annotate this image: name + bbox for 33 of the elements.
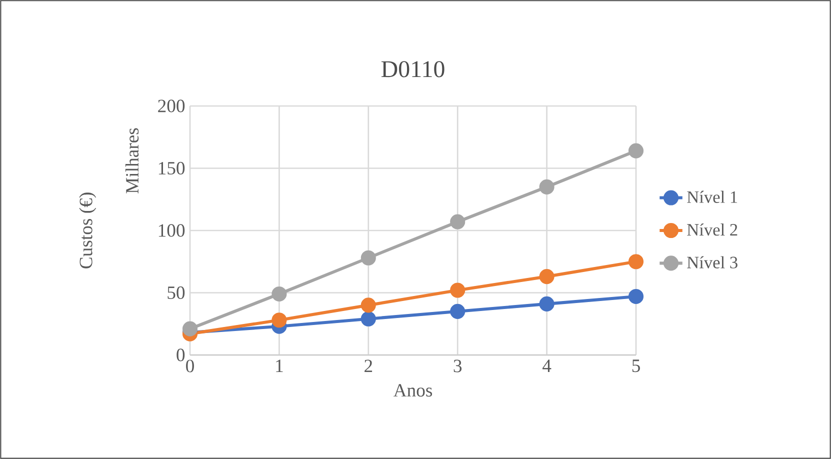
legend-label: Nível 2 (687, 223, 738, 236)
point (360, 250, 376, 266)
x-tick-label: 0 (186, 360, 194, 372)
point (539, 296, 554, 312)
point (450, 282, 466, 298)
legend-label: Nível 1 (687, 190, 738, 203)
x-axis-title: Anos (393, 384, 432, 397)
point (360, 311, 376, 326)
x-tick-label: 5 (632, 360, 640, 372)
point (539, 269, 554, 284)
point (182, 321, 198, 336)
y-tick-label: 150 (158, 162, 185, 175)
point (628, 288, 644, 304)
x-tick-label: 4 (542, 360, 552, 372)
x-tick-label: 2 (364, 360, 372, 372)
point (539, 179, 554, 194)
y-tick-label: 100 (158, 224, 185, 237)
point (272, 286, 287, 302)
x-tick-label: 3 (454, 360, 462, 372)
y-tick-label: 0 (176, 348, 185, 362)
x-tick-label: 1 (276, 360, 283, 372)
chart-title: D0110 (381, 61, 444, 78)
point (272, 312, 287, 328)
point (450, 304, 466, 319)
y-tick-label: 50 (168, 286, 185, 300)
point (628, 254, 644, 270)
point (628, 143, 644, 158)
y-axis-title: Custos (€) (79, 192, 96, 268)
text: Milhares (125, 128, 139, 194)
y-tick-label: 200 (158, 100, 185, 112)
legend-label: Nível 3 (687, 256, 738, 268)
point (360, 298, 376, 313)
point (450, 214, 466, 230)
